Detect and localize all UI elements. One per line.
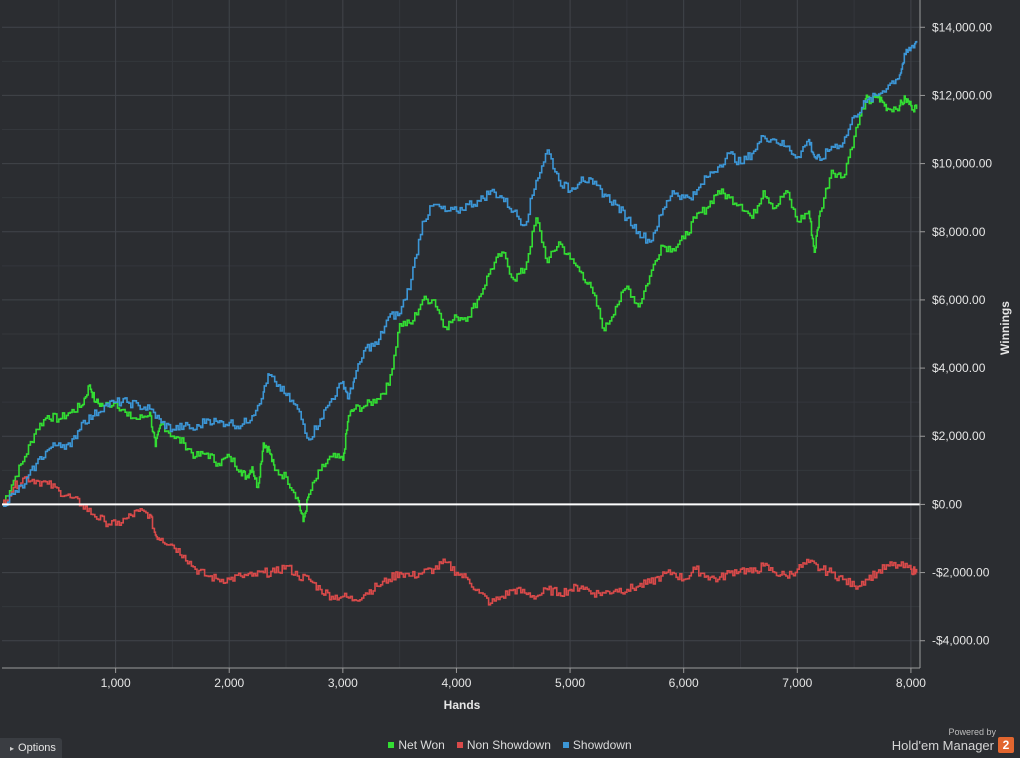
options-label: Options	[18, 742, 56, 754]
y-tick-label: $6,000.00	[932, 293, 986, 307]
legend-item-non-showdown[interactable]: Non Showdown	[456, 738, 551, 752]
tick-labels: 1,000 2,000 3,000 4,000 5,000 6,000 7,000 8,000…	[101, 20, 993, 690]
legend-label-net-won: Net Won	[398, 738, 445, 752]
expand-arrow-icon: ▸	[10, 743, 15, 753]
legend-item-showdown[interactable]: Showdown	[562, 738, 632, 752]
legend-swatch-showdown	[562, 742, 569, 748]
series-layer	[2, 40, 918, 606]
x-tick-label: 6,000	[669, 676, 699, 690]
y-tick-label: $14,000.00	[932, 20, 992, 34]
axis-layer	[2, 0, 925, 673]
y-axis-label: Winnings	[998, 301, 1012, 355]
series-line-showdown	[2, 40, 918, 507]
minor-gridlines	[2, 0, 920, 668]
y-tick-label: $0.00	[932, 497, 962, 511]
x-tick-label: 2,000	[214, 676, 244, 690]
y-tick-label: $4,000.00	[932, 361, 986, 375]
powered-by-text: Powered by	[948, 727, 996, 737]
y-tick-label: -$2,000.00	[932, 566, 990, 580]
x-tick-label: 1,000	[101, 676, 131, 690]
x-tick-label: 5,000	[555, 676, 585, 690]
brand-logo-icon: 2	[998, 737, 1014, 754]
legend-swatch-non-showdown	[456, 742, 463, 748]
y-tick-label: -$4,000.00	[932, 634, 990, 648]
x-tick-label: 8,000	[896, 676, 926, 690]
x-tick-label: 3,000	[328, 676, 358, 690]
x-tick-label: 7,000	[782, 676, 812, 690]
series-line-net-won	[2, 93, 918, 523]
brand-name: Hold'em Manager	[891, 737, 994, 753]
y-tick-label: $2,000.00	[932, 429, 986, 443]
y-tick-label: $12,000.00	[932, 88, 992, 102]
y-tick-label: $8,000.00	[932, 225, 986, 239]
legend-item-net-won[interactable]: Net Won	[388, 738, 445, 752]
legend-swatch-net-won	[388, 742, 395, 748]
legend-label-showdown: Showdown	[572, 738, 632, 752]
legend-label-non-showdown: Non Showdown	[466, 738, 551, 752]
powered-by-branding: Powered by Hold'em Manager 2	[891, 727, 1014, 754]
x-tick-label: 4,000	[441, 676, 471, 690]
x-axis-label: Hands	[444, 698, 481, 712]
legend: Net Won Non Showdown Showdown	[0, 738, 1020, 752]
series-line-non-showdown	[2, 475, 918, 606]
y-tick-label: $10,000.00	[932, 157, 992, 171]
options-button[interactable]: ▸ Options	[0, 738, 62, 758]
